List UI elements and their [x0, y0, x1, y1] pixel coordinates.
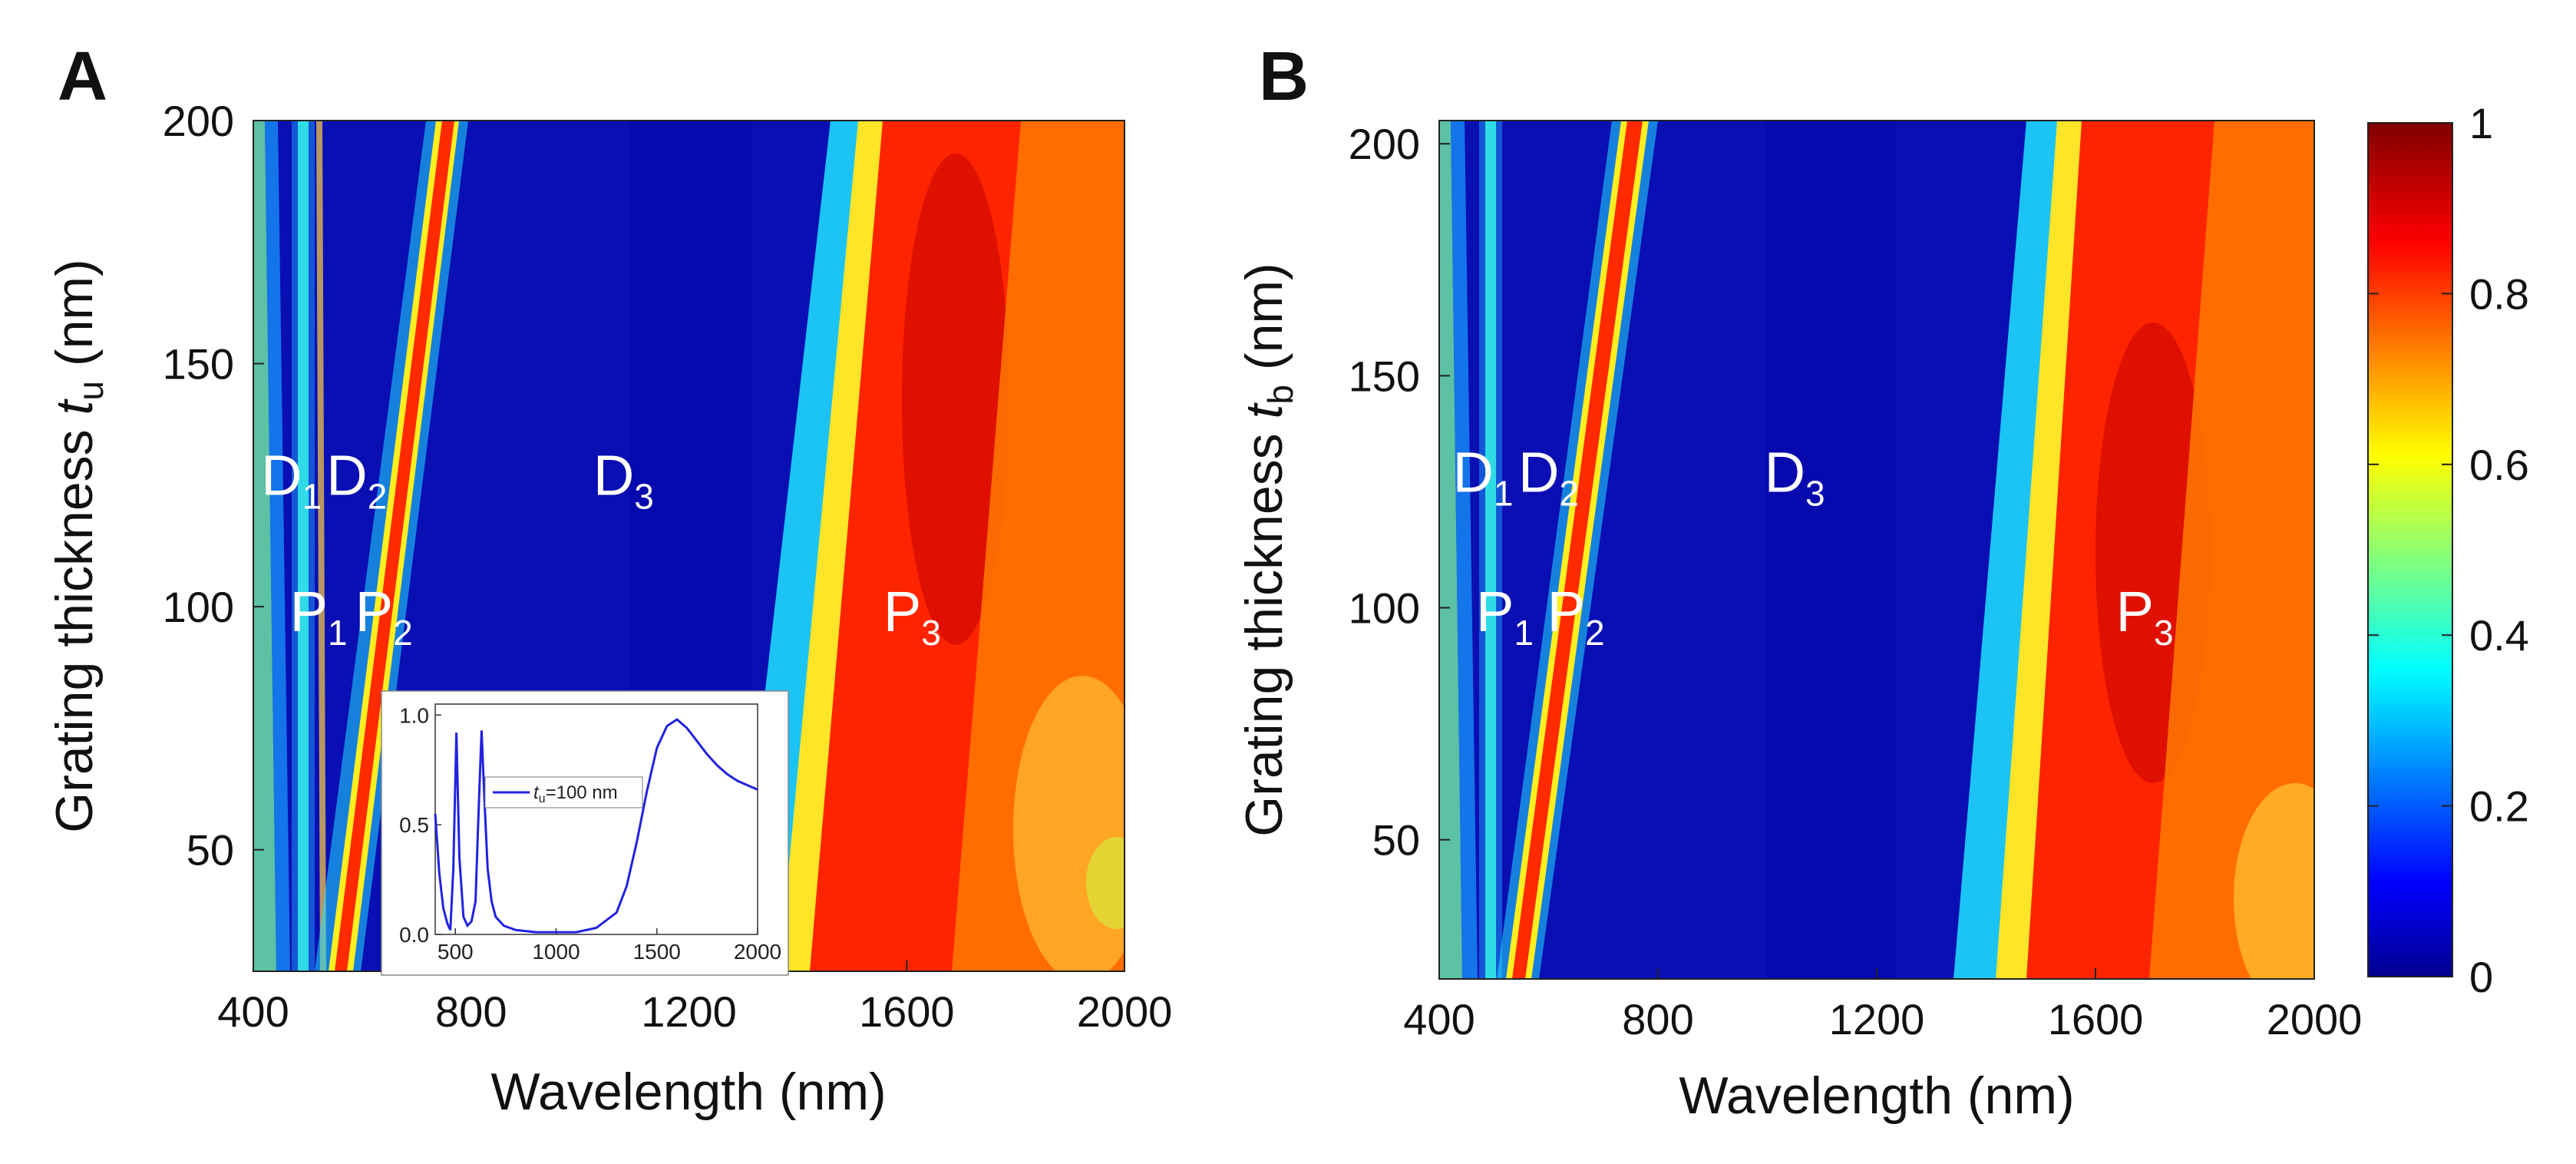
- colorbar-tick-label: 0.6: [2469, 441, 2529, 489]
- y-tick-label: 50: [187, 826, 234, 875]
- heatmap-a-d1-glow: [292, 121, 315, 971]
- mode-label-p1: P1: [290, 580, 348, 653]
- x-tick-label: 1200: [641, 987, 737, 1036]
- panel-a-y-ticks: 200 150 100 50: [163, 97, 264, 875]
- x-tick-label: 1200: [1829, 995, 1925, 1043]
- heatmap-b-d3-band: [1765, 121, 1896, 979]
- inset-x-tick-label: 1500: [633, 940, 681, 964]
- heatmap-b-right-yellow: [2234, 783, 2314, 979]
- mode-label-d3: D3: [1765, 440, 1825, 513]
- heatmap-b-d1-glow: [1479, 121, 1502, 979]
- mode-label-p1: P1: [1476, 580, 1534, 653]
- x-tick-label: 1600: [2048, 995, 2144, 1043]
- panel-a-annotations: D1 D2 D3 P1 P2 P3: [261, 444, 941, 653]
- y-tick-label: 150: [1349, 352, 1420, 400]
- x-tick-label: 800: [435, 987, 507, 1036]
- inset-y-tick-label: 1.0: [399, 703, 429, 727]
- mode-label-d3: D3: [593, 444, 654, 517]
- inset-legend-label: tu=100 nm: [533, 782, 618, 805]
- heatmap-a-p3-core: [902, 154, 1009, 645]
- y-tick-label: 200: [1349, 120, 1420, 168]
- colorbar-tick-label: 0.4: [2469, 611, 2529, 660]
- inset-plot-frame: [434, 703, 758, 935]
- heatmap-a-edge-band: [253, 121, 276, 971]
- mode-label-p2: P2: [1547, 580, 1605, 653]
- inset-legend: tu=100 nm: [484, 776, 643, 809]
- inset-spectrum-line: [434, 718, 758, 934]
- panel-b-x-axis-label: Wavelength (nm): [1679, 1066, 2074, 1125]
- colorbar-tick-label: 1: [2469, 99, 2493, 147]
- x-tick-label: 400: [1403, 995, 1475, 1043]
- mode-label-p2: P2: [355, 580, 413, 653]
- mode-label-p3: P3: [883, 580, 941, 653]
- colorbar-tick-label: 0.2: [2469, 782, 2529, 831]
- colorbar-tick-label: 0: [2469, 953, 2493, 1001]
- colorbar: 1 0.8 0.6 0.4 0.2 0: [2367, 99, 2529, 1001]
- y-tick-label: 50: [1372, 816, 1420, 865]
- y-tick-label: 100: [163, 583, 234, 631]
- x-tick-label: 1600: [859, 987, 955, 1036]
- x-tick-label: 400: [217, 987, 289, 1036]
- colorbar-tick-label: 0.8: [2469, 270, 2529, 318]
- panel-b-annotations: D1 D2 D3 P1 P2 P3: [1452, 440, 2173, 652]
- heatmap-b-p2-ridge: [1512, 121, 1643, 979]
- panel-b-x-ticks: 400 800 1200 1600 2000: [1403, 968, 2362, 1043]
- heatmap-a-p1-ridge: [316, 121, 326, 971]
- panel-label-b: B: [1259, 38, 1309, 115]
- heatmap-a-right-yellow: [1013, 676, 1125, 971]
- mode-label-d2: D2: [1518, 440, 1579, 513]
- inset-y-tick-label: 0.5: [399, 813, 429, 837]
- heatmap-a-edge-band-glow: [265, 121, 290, 971]
- inset-ticks: 500 1000 1500 2000 1.0 0.5 0.0: [399, 703, 781, 964]
- y-tick-label: 200: [163, 97, 234, 145]
- panel-a-x-axis-label: Wavelength (nm): [490, 1063, 886, 1121]
- heatmap-b-right-orange: [2149, 121, 2314, 979]
- panel-a-x-ticks: 400 800 1200 1600 2000: [217, 961, 1172, 1036]
- x-tick-label: 2000: [1077, 987, 1173, 1036]
- x-tick-label: 800: [1622, 995, 1693, 1043]
- heatmap-b-edge-band: [1439, 121, 1462, 979]
- heatmap-b-edge-band-glow: [1451, 121, 1478, 979]
- inset-y-tick-label: 0.0: [399, 923, 429, 947]
- inset-x-tick-label: 2000: [734, 940, 781, 964]
- panel-a-inset: 500 1000 1500 2000 1.0 0.5 0.0 tu=100 nm: [381, 690, 789, 976]
- mode-label-d1: D1: [1452, 440, 1513, 513]
- mode-label-d1: D1: [261, 444, 322, 517]
- panel-a-y-axis-label: Grating thickness tu (nm): [45, 259, 111, 832]
- panel-a-heatmap: [253, 120, 1125, 972]
- panel-b-y-axis-label: Grating thickness tb (nm): [1235, 263, 1300, 836]
- inset-x-tick-label: 1000: [532, 940, 580, 964]
- y-tick-label: 100: [1349, 584, 1420, 633]
- panel-label-a: A: [58, 38, 107, 115]
- heatmap-b-d1-line: [1485, 121, 1496, 979]
- panel-b-y-ticks: 200 150 100 50: [1349, 120, 1450, 865]
- mode-label-d2: D2: [326, 444, 387, 517]
- inset-x-tick-label: 500: [438, 940, 474, 964]
- colorbar-gradient: [2367, 122, 2453, 977]
- panel-b-heatmap: [1438, 120, 2315, 980]
- heatmap-a-right-green: [1086, 837, 1125, 929]
- heatmap-a-d1-line: [298, 121, 309, 971]
- colorbar-ticks: 1 0.8 0.6 0.4 0.2 0: [2368, 99, 2529, 1001]
- y-tick-label: 150: [163, 340, 234, 389]
- heatmap-a-p2-ridge: [335, 121, 454, 971]
- x-tick-label: 2000: [2267, 995, 2363, 1043]
- mode-label-p3: P3: [2116, 580, 2174, 653]
